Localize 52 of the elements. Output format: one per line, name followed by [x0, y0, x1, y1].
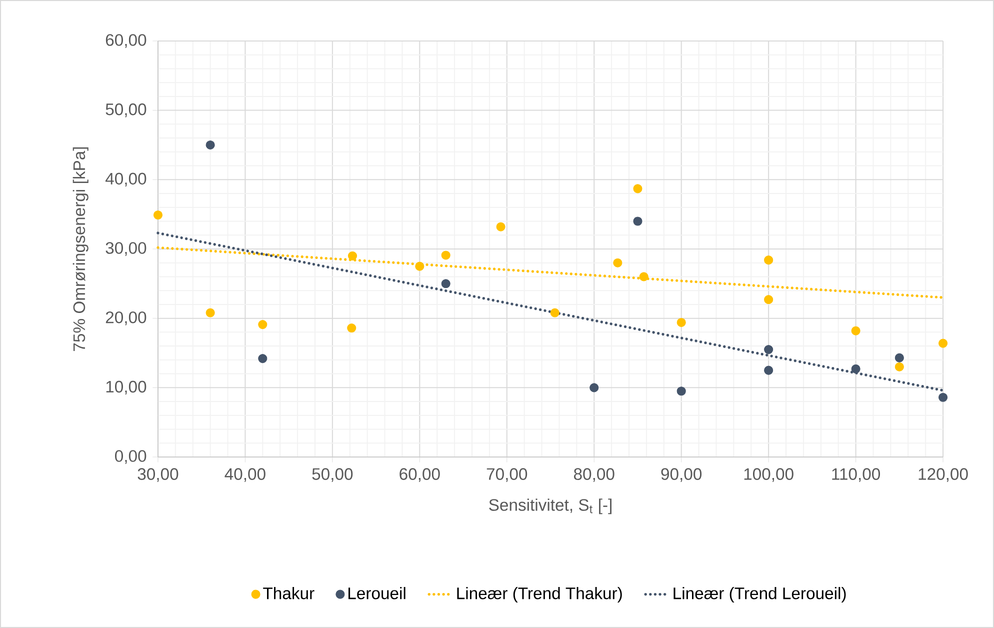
point — [258, 320, 268, 330]
legend-label: Lineær (Trend Leroueil) — [674, 586, 846, 603]
y-axis-title: 75% Omrøringsenergi [kPa] — [72, 147, 88, 351]
point — [415, 262, 424, 271]
point — [347, 324, 356, 333]
y-tick-label: 60,00 — [106, 34, 146, 48]
point — [613, 258, 622, 268]
legend-label: Leroueil — [348, 586, 406, 600]
x-axis-title: Sensitivitet, S$_{t}$ [-] — [489, 498, 612, 514]
x-tick-label: 40,00 — [224, 468, 266, 482]
point — [851, 364, 860, 374]
point — [590, 383, 599, 392]
x-tick-label: 50,00 — [312, 468, 353, 482]
point — [348, 251, 358, 260]
x-tick-label: 110,00 — [832, 468, 880, 482]
x-tick-label: 80,00 — [574, 468, 614, 482]
y-tick-label: 30,00 — [106, 242, 146, 256]
point — [764, 295, 774, 304]
y-tick-label: 0,00 — [115, 450, 146, 464]
point — [938, 338, 948, 348]
point — [441, 279, 450, 288]
point — [676, 318, 686, 328]
point — [441, 250, 450, 260]
x-tick-label: 100,00 — [744, 468, 794, 482]
point — [894, 353, 904, 362]
point — [496, 222, 506, 232]
y-tick-label: 10,00 — [106, 380, 146, 395]
x-tick-label: 120,00 — [918, 468, 968, 482]
point — [851, 326, 860, 336]
point — [206, 308, 215, 318]
point — [764, 345, 774, 354]
point — [938, 392, 948, 402]
legend-label: Lineær (Trend Thakur) — [457, 586, 622, 603]
x-tick-label: 60,00 — [400, 468, 440, 482]
x-tick-label: 70,00 — [486, 468, 528, 482]
point — [633, 184, 642, 194]
point — [550, 308, 560, 318]
y-tick-label: 50,00 — [106, 103, 146, 118]
point — [258, 354, 268, 364]
y-tick-label: 20,00 — [106, 311, 146, 326]
point — [676, 386, 686, 396]
point — [639, 272, 648, 282]
point — [764, 256, 774, 265]
x-tick-label: 90,00 — [661, 468, 702, 482]
point — [894, 362, 904, 372]
x-tick-label: 30,00 — [138, 468, 178, 482]
legend-label: Thakur — [263, 586, 314, 600]
point — [206, 140, 215, 150]
point — [633, 216, 642, 226]
point — [764, 366, 774, 375]
y-tick-label: 40,00 — [105, 172, 146, 187]
point — [153, 210, 163, 220]
